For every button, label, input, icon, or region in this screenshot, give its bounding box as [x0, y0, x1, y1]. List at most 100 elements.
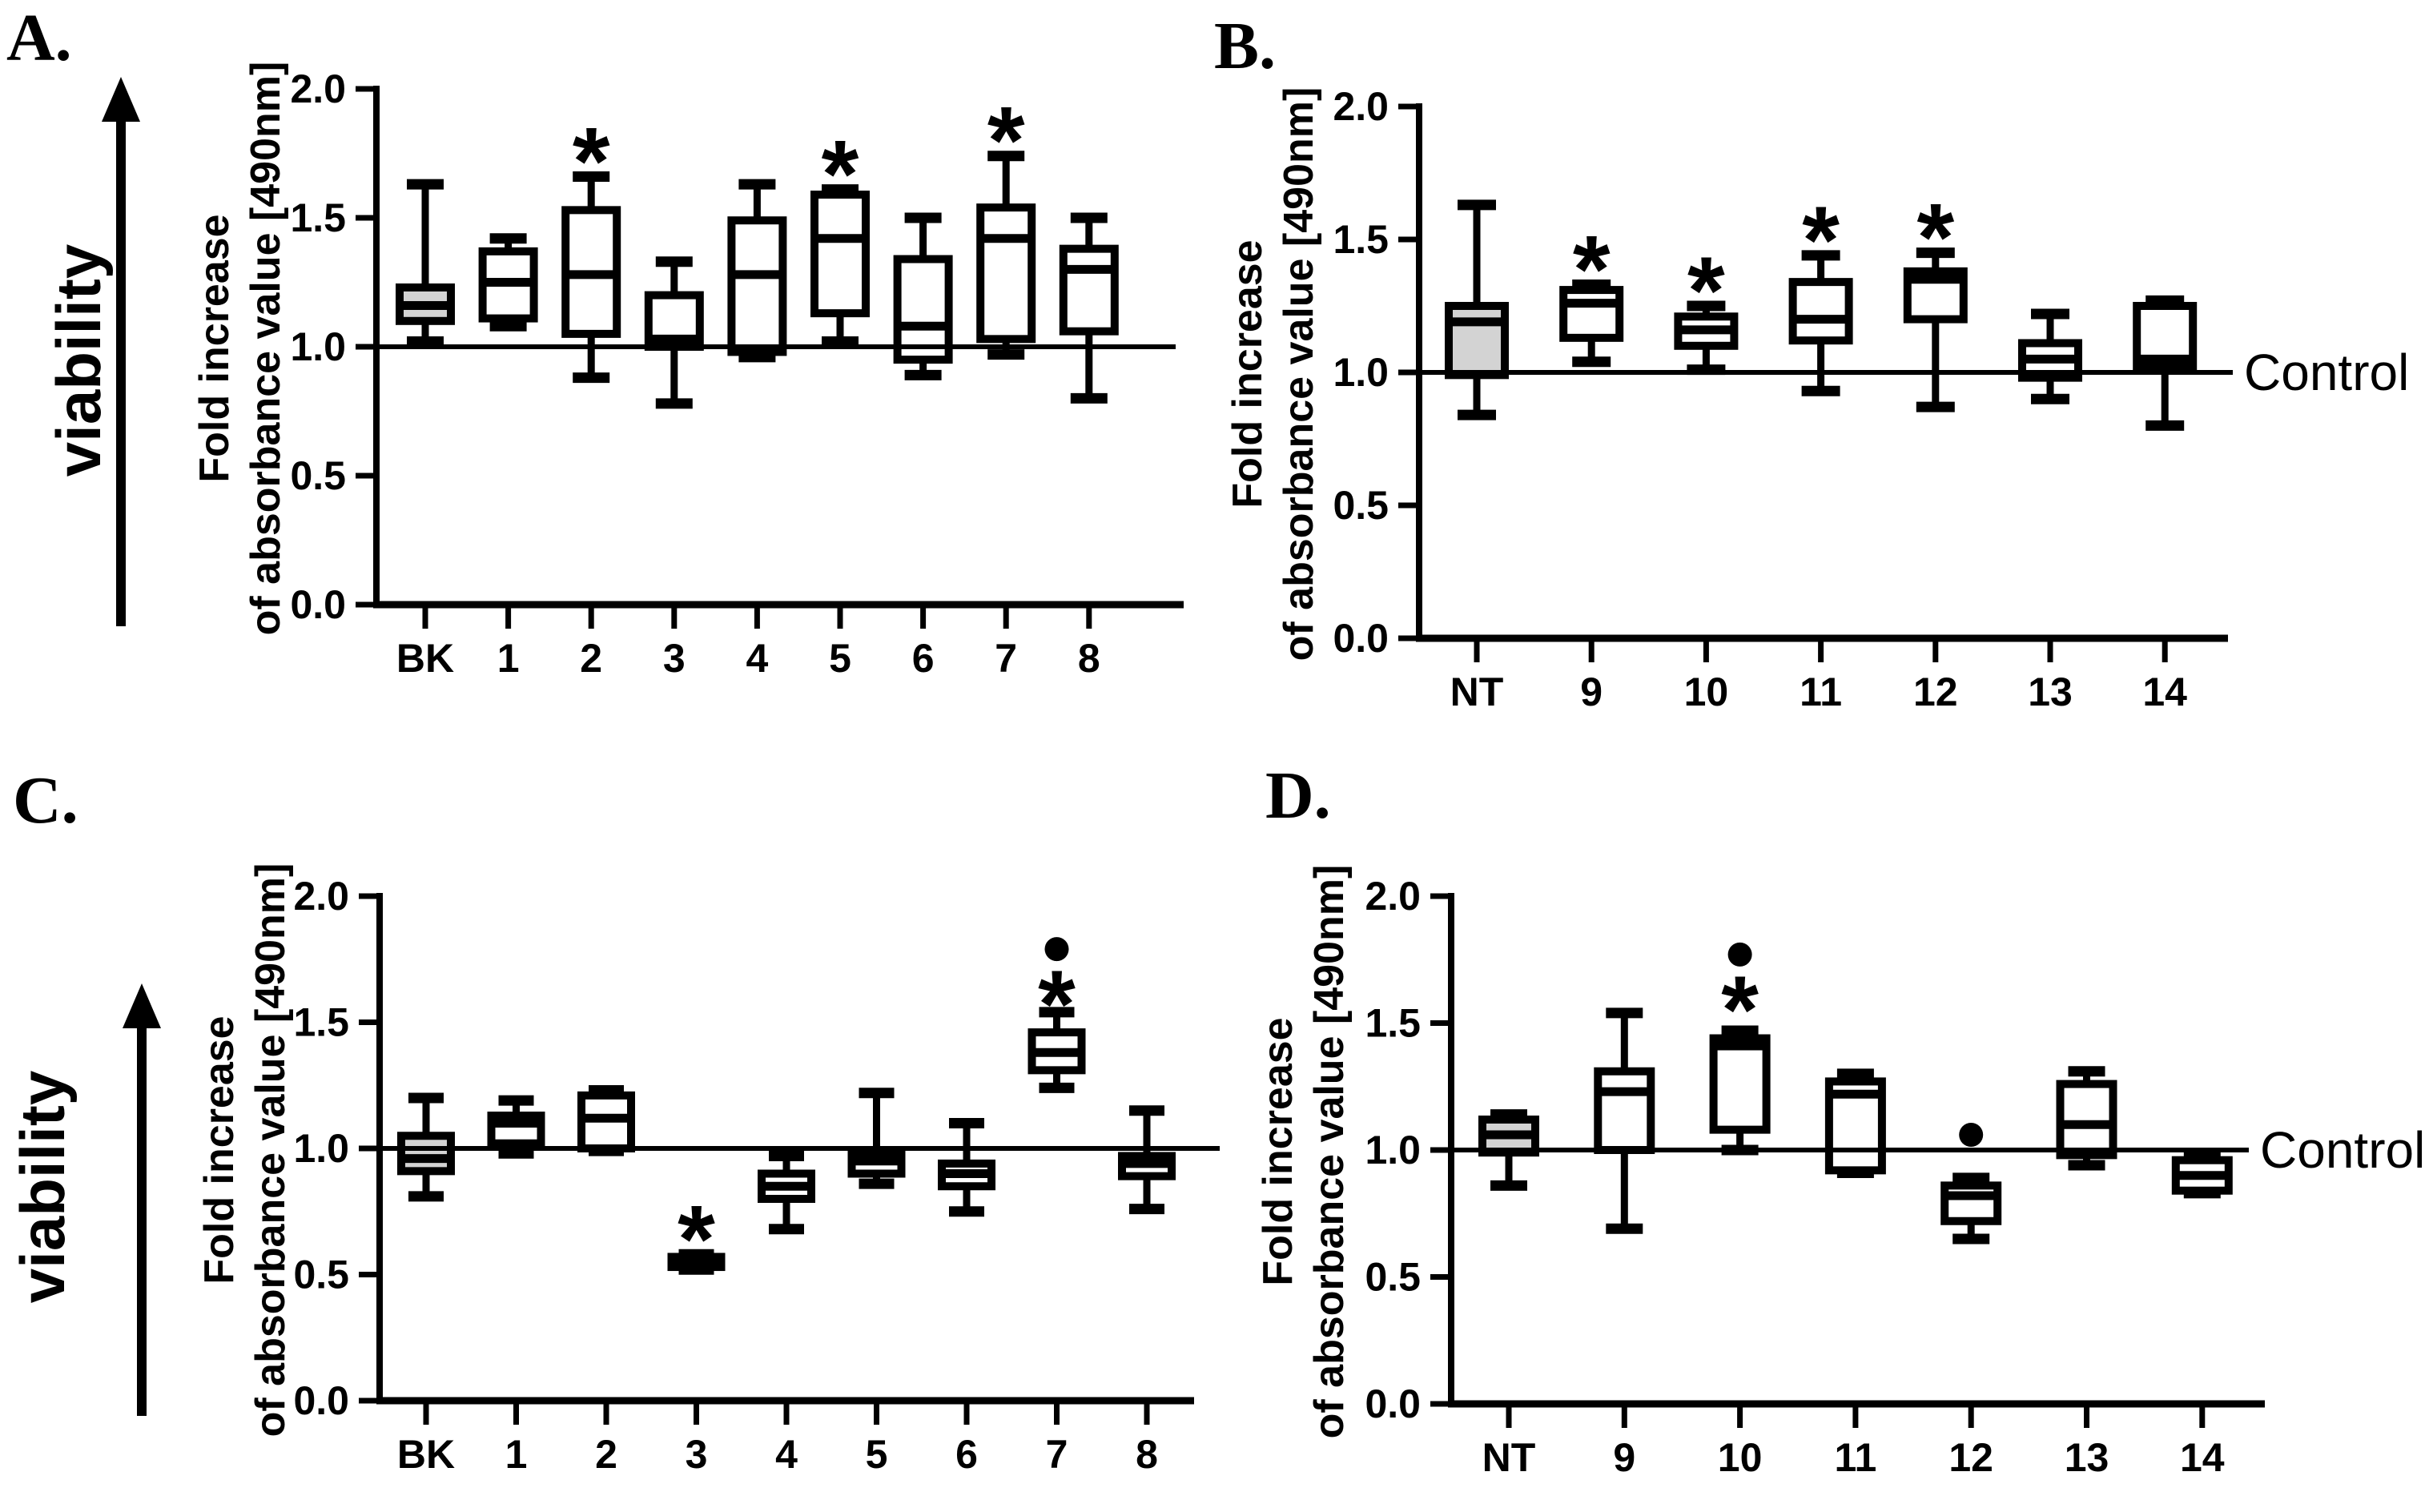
- box-plot-2: *: [561, 107, 621, 384]
- panel-d-plot: 2.0 1.5 1.0 0.5 0.0 NT 9 10 11 12 13 14 * Control: [1365, 874, 2425, 1480]
- significance-star: *: [678, 1185, 715, 1293]
- box-plot-12: *: [1903, 184, 1968, 412]
- interquartile-box: [1445, 302, 1509, 380]
- interquartile-box: [893, 255, 953, 364]
- x-category-label: 12: [1948, 1435, 1993, 1480]
- significance-star: *: [987, 87, 1025, 195]
- significance-star: *: [1721, 956, 1759, 1064]
- y-tick-label: 0.0: [293, 1378, 349, 1423]
- arrow-head: [123, 983, 161, 1028]
- x-category-label: 8: [1078, 636, 1100, 681]
- x-category-label: 10: [1718, 1435, 1763, 1480]
- y-tick-label: 0.0: [1333, 616, 1389, 661]
- box-plot-12: [1940, 1122, 2002, 1245]
- box-plot-5: [847, 1088, 906, 1189]
- y-tick-label: 2.0: [293, 874, 349, 919]
- box-plot-3: [644, 256, 704, 409]
- interquartile-box: [397, 1132, 455, 1176]
- y-tick-label: 1.5: [290, 195, 346, 240]
- box-plot-NT: [1478, 1109, 1539, 1191]
- x-category-label: 13: [2028, 670, 2073, 714]
- x-category-label: 3: [686, 1432, 708, 1477]
- y-tick-label: 0.5: [290, 453, 346, 498]
- y-tick-label: 1.5: [293, 1000, 349, 1045]
- x-category-label: 9: [1580, 670, 1603, 714]
- x-category-label: 1: [497, 636, 520, 681]
- box-plot-10: *: [1674, 237, 1739, 376]
- interquartile-box: [810, 191, 870, 318]
- box-plot-9: [1594, 1007, 1655, 1234]
- box-plot-11: *: [1788, 187, 1853, 396]
- x-category-label: 1: [505, 1432, 528, 1477]
- interquartile-box: [1940, 1181, 2002, 1225]
- significance-star: *: [822, 121, 859, 228]
- y-tick-label: 2.0: [1333, 84, 1389, 129]
- x-category-label: 10: [1684, 670, 1729, 714]
- y-tick-label: 0.5: [293, 1253, 349, 1297]
- x-category-label: 7: [1046, 1432, 1068, 1477]
- x-category-label: 14: [2142, 670, 2187, 714]
- box-plot-6: [893, 212, 953, 380]
- box-plot-9: *: [1559, 215, 1624, 368]
- box-plot-NT: [1445, 199, 1509, 420]
- interquartile-box: [1594, 1067, 1655, 1154]
- y-tick-label: 1.5: [1365, 1001, 1421, 1046]
- x-category-label: 14: [2180, 1435, 2225, 1480]
- viability-up-arrow-icon-row1: [102, 77, 140, 626]
- box-plot-4: [758, 1150, 815, 1235]
- box-plot-5: *: [810, 121, 870, 348]
- significance-star: *: [573, 107, 610, 215]
- box-plot-4: [727, 179, 787, 363]
- box-plot-6: [938, 1118, 995, 1217]
- outlier-dot: [1727, 942, 1752, 967]
- x-category-label: 7: [995, 636, 1017, 681]
- box-plot-2: [577, 1085, 635, 1156]
- interquartile-box: [1709, 1034, 1771, 1134]
- significance-star: *: [1802, 187, 1840, 294]
- box-plot-8: [1118, 1105, 1176, 1215]
- boxplot-figure-canvas: 2.01.51.00.50.0BK 1 2 3 4 5 6 7 8* * * 2.01.51.00.5…: [102, 66, 2425, 1480]
- box-plot-13: [2018, 308, 2082, 404]
- box-plot-7: *: [976, 87, 1036, 360]
- interquartile-box: [1059, 244, 1119, 336]
- box-plot-11: [1824, 1068, 1886, 1179]
- significance-star: *: [1038, 951, 1076, 1058]
- y-tick-label: 2.0: [290, 66, 346, 111]
- viability-up-arrow-icon-row2: [123, 983, 161, 1416]
- x-category-label: 4: [746, 636, 768, 681]
- box-plot-13: [2056, 1066, 2117, 1171]
- x-category-label: BK: [396, 636, 454, 681]
- x-category-label: 13: [2065, 1435, 2109, 1480]
- y-tick-label: 1.0: [290, 324, 346, 369]
- interquartile-box: [2056, 1080, 2117, 1160]
- x-category-label: 2: [580, 636, 602, 681]
- control-line-label: Control: [2260, 1121, 2425, 1179]
- y-tick-label: 1.0: [293, 1126, 349, 1171]
- interquartile-box: [976, 203, 1036, 344]
- panel-a-label: A.: [6, 1, 72, 75]
- panel-d-label: D.: [1265, 758, 1331, 833]
- interquartile-box: [1559, 286, 1624, 342]
- box-plot-8: [1059, 212, 1119, 404]
- box-plot-14: [2171, 1152, 2233, 1199]
- interquartile-box: [727, 216, 787, 356]
- x-category-label: 4: [775, 1432, 798, 1477]
- box-plot-3: *: [667, 1185, 726, 1293]
- box-plot-7: *: [1027, 937, 1086, 1093]
- x-category-label: 5: [829, 636, 851, 681]
- box-plot-BK: [396, 179, 455, 348]
- box-plot-1: [478, 233, 538, 332]
- outlier-dot: [1044, 937, 1069, 962]
- x-category-label: 9: [1613, 1435, 1635, 1480]
- outlier-dot: [1959, 1122, 1984, 1147]
- y-tick-label: 0.0: [290, 582, 346, 627]
- interquartile-box: [1788, 278, 1853, 345]
- y-tick-label: 1.0: [1365, 1128, 1421, 1172]
- significance-star: *: [1687, 237, 1725, 344]
- x-category-label: 5: [866, 1432, 888, 1477]
- arrow-head: [102, 77, 140, 122]
- figure-page: { "figure": { "background": "#ffffff", "…: [6, 1, 2426, 1480]
- panel-c-plot: 2.0 1.5 1.0 0.5 0.0 BK 1 2 3 4 5 6 7 8 * *: [293, 874, 1220, 1477]
- y-tick-label: 0.5: [1365, 1255, 1421, 1300]
- x-category-label: 2: [595, 1432, 617, 1477]
